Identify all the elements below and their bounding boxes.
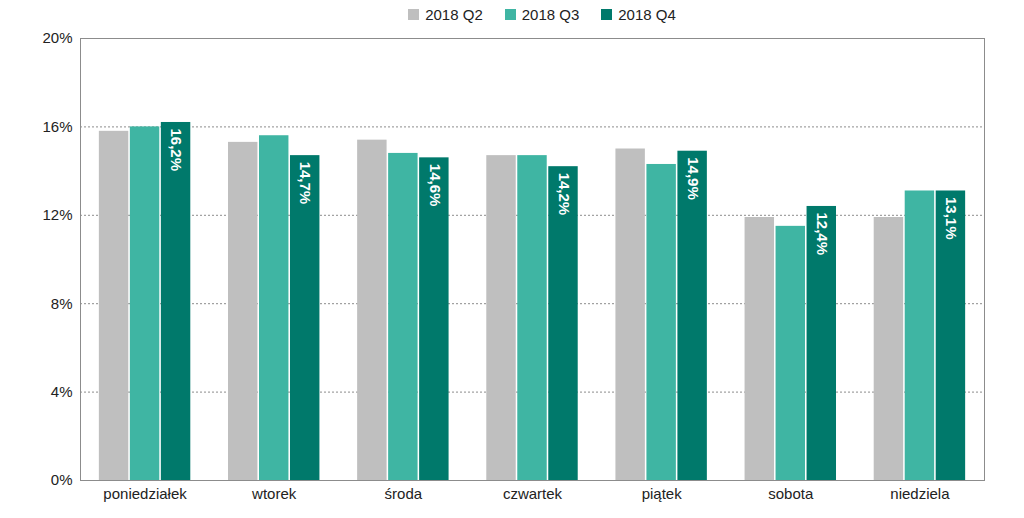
svg-text:14,6%: 14,6% (427, 164, 444, 207)
svg-text:20%: 20% (42, 29, 72, 46)
svg-text:piątek: piątek (642, 485, 683, 502)
html-text:2018 Q2: 2018 Q2 (425, 5, 483, 23)
svg-text:wtorek: wtorek (251, 485, 297, 502)
svg-text:środa: środa (385, 485, 423, 502)
svg-text:16%: 16% (42, 118, 72, 135)
svg-text:0%: 0% (51, 471, 73, 488)
svg-text:sobota: sobota (768, 485, 814, 502)
svg-text:czwartek: czwartek (503, 485, 563, 502)
svg-text:niedziela: niedziela (890, 485, 950, 502)
svg-text:12%: 12% (42, 206, 72, 223)
svg-text:13,1%: 13,1% (943, 197, 960, 240)
html-text:2018 Q3: 2018 Q3 (521, 5, 580, 23)
svg-text:12,4%: 12,4% (814, 212, 831, 255)
svg-text:4%: 4% (51, 383, 73, 400)
svg-text:poniedziałek: poniedziałek (103, 485, 187, 502)
svg-text:14,9%: 14,9% (685, 157, 702, 200)
svg-text:16,2%: 16,2% (168, 128, 185, 171)
svg-text:14,2%: 14,2% (556, 173, 573, 216)
svg-text:8%: 8% (51, 295, 73, 312)
svg-text:14,7%: 14,7% (297, 162, 314, 205)
html-text:2018 Q4: 2018 Q4 (618, 5, 676, 23)
